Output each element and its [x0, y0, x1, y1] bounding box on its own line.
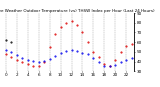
Title: Milwaukee Weather Outdoor Temperature (vs) THSW Index per Hour (Last 24 Hours): Milwaukee Weather Outdoor Temperature (v… [0, 9, 155, 13]
